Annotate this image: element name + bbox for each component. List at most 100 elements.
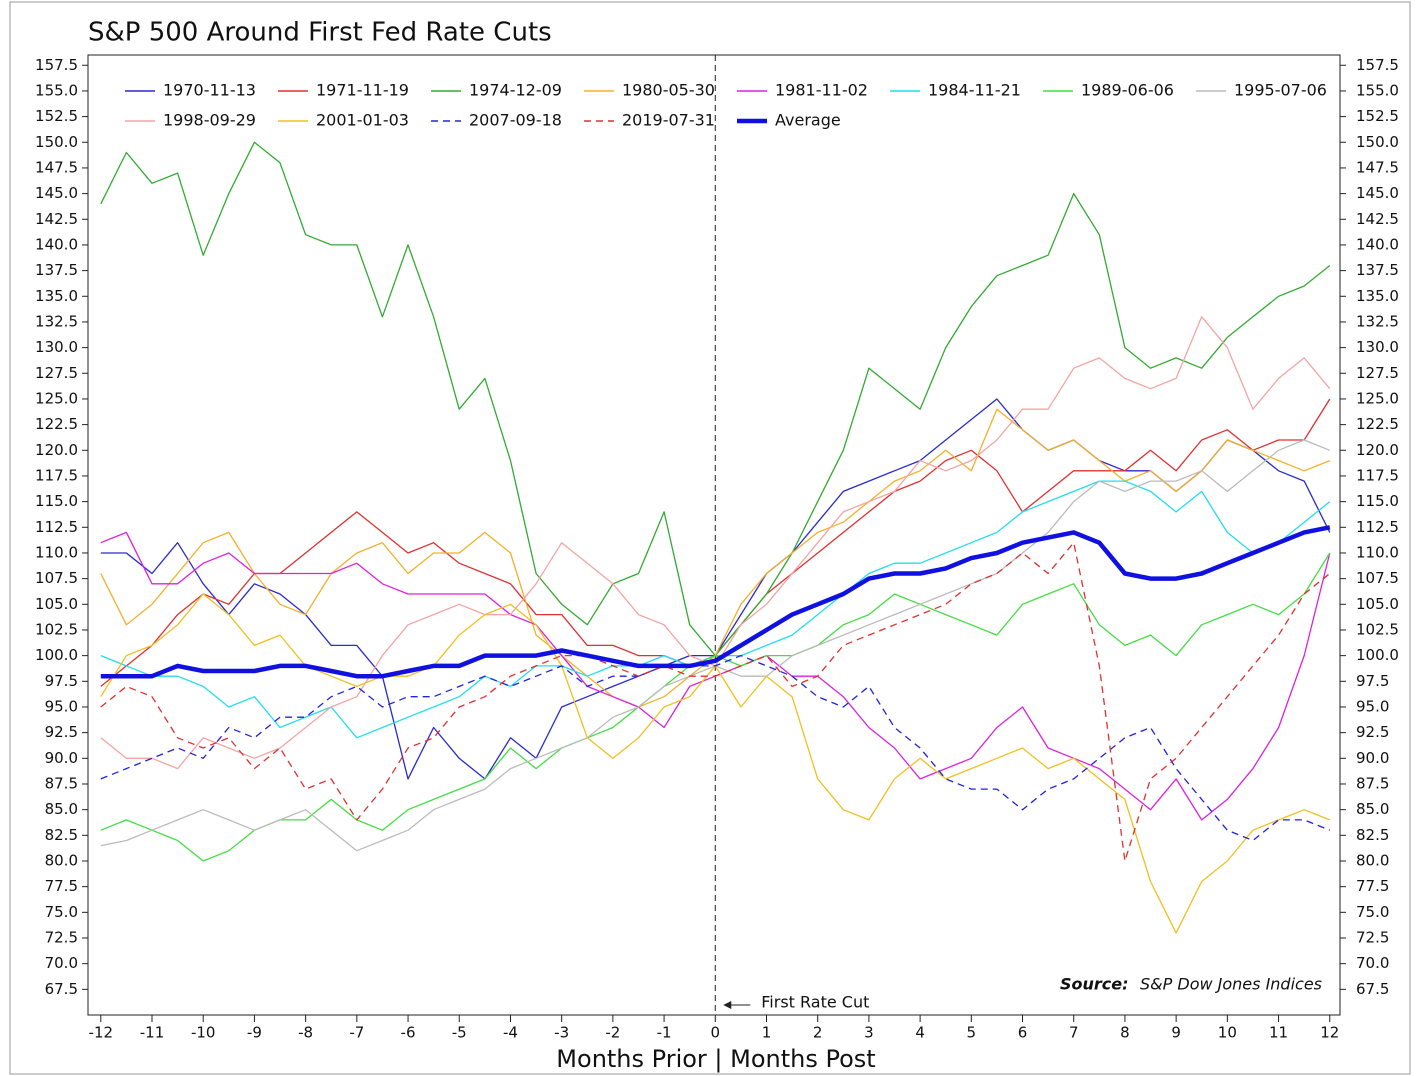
- y-tick-label: 100.0: [35, 646, 78, 664]
- x-tick-label: 11: [1269, 1024, 1288, 1042]
- series-line: [100, 593, 1331, 934]
- y-tick-label: 140.0: [35, 235, 78, 253]
- y-tick-label: 145.0: [35, 184, 78, 202]
- y2-tick-label: 87.5: [1356, 774, 1389, 792]
- y-tick-label: 120.0: [35, 441, 78, 459]
- y2-tick-label: 125.0: [1356, 389, 1399, 407]
- x-tick-label: 1: [762, 1024, 772, 1042]
- y2-tick-label: 132.5: [1356, 312, 1399, 330]
- y-tick-label: 155.0: [35, 81, 78, 99]
- y2-tick-label: 140.0: [1356, 235, 1399, 253]
- x-tick-label: -3: [554, 1024, 569, 1042]
- y-tick-label: 152.5: [35, 107, 78, 125]
- y-tick-label: 77.5: [45, 877, 78, 895]
- legend-label: 1984-11-21: [928, 81, 1021, 100]
- legend-label: 1989-06-06: [1081, 81, 1174, 100]
- y-tick-label: 90.0: [45, 749, 78, 767]
- x-tick-label: -5: [452, 1024, 467, 1042]
- legend-label: 1970-11-13: [163, 81, 256, 100]
- y2-tick-label: 67.5: [1356, 980, 1389, 998]
- y-tick-label: 147.5: [35, 158, 78, 176]
- y-tick-label: 87.5: [45, 774, 78, 792]
- source-label: Source:: [1060, 975, 1129, 994]
- x-tick-label: 7: [1069, 1024, 1079, 1042]
- x-tick-label: -2: [605, 1024, 620, 1042]
- series-line: [100, 654, 1331, 842]
- y2-tick-label: 147.5: [1356, 158, 1399, 176]
- y-tick-label: 72.5: [45, 928, 78, 946]
- y-tick-label: 130.0: [35, 338, 78, 356]
- legend-label: 2019-07-31: [622, 111, 715, 130]
- x-tick-label: -12: [89, 1024, 114, 1042]
- y2-tick-label: 92.5: [1356, 723, 1389, 741]
- y2-tick-label: 85.0: [1356, 800, 1389, 818]
- y2-tick-label: 95.0: [1356, 697, 1389, 715]
- x-tick-label: 9: [1171, 1024, 1181, 1042]
- y2-tick-label: 112.5: [1356, 518, 1399, 536]
- x-axis-label: Months Prior | Months Post: [556, 1045, 875, 1073]
- y-tick-label: 97.5: [45, 672, 78, 690]
- legend-label: 1998-09-29: [163, 111, 256, 130]
- y-tick-label: 150.0: [35, 133, 78, 151]
- y-tick-label: 70.0: [45, 954, 78, 972]
- y2-tick-label: 135.0: [1356, 287, 1399, 305]
- x-tick-label: -4: [503, 1024, 518, 1042]
- x-tick-label: -7: [349, 1024, 364, 1042]
- legend-label: 1971-11-19: [316, 81, 409, 100]
- legend-label: 1974-12-09: [469, 81, 562, 100]
- y2-tick-label: 150.0: [1356, 133, 1399, 151]
- y-tick-label: 132.5: [35, 312, 78, 330]
- y2-tick-label: 75.0: [1356, 903, 1389, 921]
- y2-tick-label: 115.0: [1356, 492, 1399, 510]
- x-tick-label: -11: [140, 1024, 165, 1042]
- y-tick-label: 125.0: [35, 389, 78, 407]
- annotation: First Rate Cut: [761, 993, 869, 1012]
- y-tick-label: 85.0: [45, 800, 78, 818]
- y-tick-label: 117.5: [35, 466, 78, 484]
- y-tick-label: 105.0: [35, 595, 78, 613]
- y2-tick-label: 117.5: [1356, 466, 1399, 484]
- y-tick-label: 122.5: [35, 415, 78, 433]
- y-tick-label: 157.5: [35, 56, 78, 74]
- x-tick-label: -6: [401, 1024, 416, 1042]
- x-tick-label: -10: [191, 1024, 216, 1042]
- y-tick-label: 135.0: [35, 287, 78, 305]
- x-tick-label: -1: [657, 1024, 672, 1042]
- y2-tick-label: 137.5: [1356, 261, 1399, 279]
- y-tick-label: 80.0: [45, 851, 78, 869]
- y-tick-label: 75.0: [45, 903, 78, 921]
- x-tick-label: 6: [1018, 1024, 1028, 1042]
- y2-tick-label: 157.5: [1356, 56, 1399, 74]
- x-tick-label: 5: [967, 1024, 977, 1042]
- y-tick-label: 82.5: [45, 826, 78, 844]
- y2-tick-label: 130.0: [1356, 338, 1399, 356]
- x-tick-label: 2: [813, 1024, 823, 1042]
- y-tick-label: 127.5: [35, 364, 78, 382]
- y2-tick-label: 77.5: [1356, 877, 1389, 895]
- y-tick-label: 142.5: [35, 210, 78, 228]
- y-tick-label: 67.5: [45, 980, 78, 998]
- y-tick-label: 102.5: [35, 620, 78, 638]
- y2-tick-label: 90.0: [1356, 749, 1389, 767]
- series-line: [100, 552, 1331, 862]
- x-tick-label: 4: [915, 1024, 925, 1042]
- y-tick-label: 112.5: [35, 518, 78, 536]
- y2-tick-label: 72.5: [1356, 928, 1389, 946]
- series-line: [100, 525, 1331, 679]
- y2-tick-label: 152.5: [1356, 107, 1399, 125]
- y2-tick-label: 142.5: [1356, 210, 1399, 228]
- plot-frame: [87, 54, 1341, 1016]
- y-tick-label: 137.5: [35, 261, 78, 279]
- y2-tick-label: 102.5: [1356, 620, 1399, 638]
- y2-tick-label: 100.0: [1356, 646, 1399, 664]
- y2-tick-label: 80.0: [1356, 851, 1389, 869]
- x-tick-label: 8: [1120, 1024, 1130, 1042]
- y2-tick-label: 155.0: [1356, 81, 1399, 99]
- series-line: [100, 542, 1331, 862]
- x-tick-label: 12: [1320, 1024, 1339, 1042]
- y2-tick-label: 97.5: [1356, 672, 1389, 690]
- y2-tick-label: 145.0: [1356, 184, 1399, 202]
- x-tick-label: 3: [864, 1024, 874, 1042]
- source: S&P Dow Jones Indices: [1140, 975, 1322, 994]
